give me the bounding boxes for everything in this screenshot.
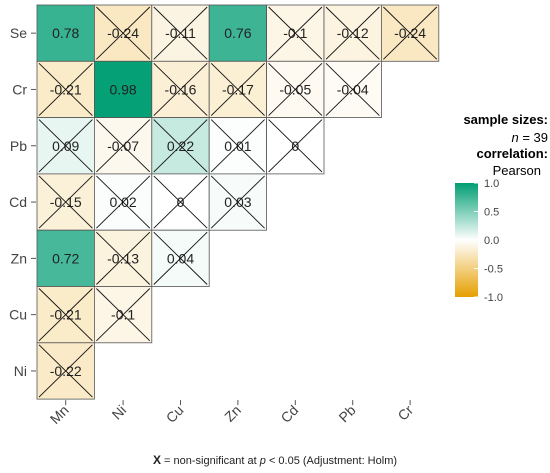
heatmap-cell: 0.02 <box>94 173 153 231</box>
y-tick-label: Pb <box>10 138 27 154</box>
heatmap-cell: -0.16 <box>151 60 210 118</box>
heatmap-cell: -0.04 <box>323 60 382 118</box>
heatmap-cell: -0.1 <box>266 4 325 62</box>
nonsig-cross-line <box>268 62 323 116</box>
heatmap-cell: -0.22 <box>36 342 95 400</box>
nonsig-cross-line <box>38 119 93 173</box>
legend-tick-label: -1.0 <box>484 292 503 304</box>
heatmap-cell: -0.1 <box>94 286 153 344</box>
heatmap-cell: -0.24 <box>380 4 440 62</box>
nonsig-cross-line <box>210 62 265 116</box>
heatmap-cell: -0.13 <box>94 229 153 287</box>
caption-text-a: = non-significant at <box>164 455 260 467</box>
nonsig-cross-line <box>38 62 93 116</box>
heatmap-cell: -0.07 <box>94 117 153 175</box>
heatmap-cell: 0.03 <box>208 173 267 231</box>
cell-value: 0.72 <box>52 250 79 266</box>
nonsig-cross-line <box>153 6 208 60</box>
x-tick-label: Pb <box>335 402 359 426</box>
nonsig-cross-line <box>325 62 380 116</box>
legend: sample sizes: n = 39 correlation: Pearso… <box>455 112 548 304</box>
nonsig-cross-line <box>268 6 323 60</box>
heatmap-cell: -0.11 <box>151 4 210 62</box>
heatmap-cells: 0.78-0.24-0.110.76-0.1-0.12-0.24-0.210.9… <box>36 4 440 400</box>
heatmap-cell: 0.09 <box>36 117 95 175</box>
heatmap-cell: 0 <box>266 117 325 175</box>
x-tick-label: Cd <box>277 402 301 426</box>
heatmap-cell: -0.17 <box>208 60 267 118</box>
y-axis: Se Cr Pb Cd Zn Cu Ni <box>9 25 36 379</box>
legend-color-bar <box>455 183 478 297</box>
nonsig-cross-line <box>153 175 208 229</box>
legend-sample-size: n = 39 <box>511 130 548 145</box>
nonsig-cross-line <box>383 6 438 60</box>
heatmap-cell: -0.05 <box>266 60 325 118</box>
nonsig-cross-line <box>210 119 265 173</box>
nonsig-cross-line <box>96 119 151 173</box>
legend-ticks: 1.0 0.5 0.0 -0.5 -1.0 <box>474 178 503 304</box>
legend-method: Pearson <box>493 163 541 178</box>
y-tick-label: Cu <box>9 307 27 323</box>
significance-caption: X = non-significant at p < 0.05 (Adjustm… <box>153 453 397 467</box>
cell-value: 0.76 <box>224 25 251 41</box>
legend-n-value: = 39 <box>522 130 548 145</box>
nonsig-cross-line <box>96 288 151 342</box>
heatmap-cell: 0.78 <box>36 4 95 62</box>
heatmap-cell: -0.12 <box>323 4 382 62</box>
nonsig-cross-line <box>38 288 93 342</box>
x-tick-label: Cu <box>163 402 187 426</box>
y-tick-label: Zn <box>11 250 27 266</box>
x-tick-label: Cr <box>394 402 416 424</box>
nonsig-cross-line <box>325 6 380 60</box>
heatmap-cell: -0.21 <box>36 286 95 344</box>
heatmap-cell: -0.24 <box>94 4 153 62</box>
heatmap-cell: -0.15 <box>36 173 95 231</box>
x-axis: Mn Ni Cu Zn Cd Pb Cr <box>47 400 416 427</box>
x-tick-label: Mn <box>47 402 72 427</box>
legend-correlation-title: correlation: <box>476 146 548 161</box>
heatmap-cell: 0.04 <box>151 229 210 287</box>
cell-rect <box>36 229 95 287</box>
nonsig-cross-line <box>38 175 93 229</box>
nonsig-cross-line <box>153 62 208 116</box>
y-tick-label: Se <box>10 25 27 41</box>
heatmap-cell: 0.76 <box>208 4 267 62</box>
legend-tick-label: 1.0 <box>484 178 499 190</box>
heatmap-cell: 0.01 <box>208 117 267 175</box>
heatmap-cell: 0.22 <box>151 117 210 175</box>
y-tick-label: Cd <box>9 194 27 210</box>
x-tick-label: Ni <box>109 402 130 423</box>
heatmap-cell: 0.98 <box>94 60 153 118</box>
nonsig-cross-line <box>153 231 208 285</box>
caption-x-symbol: X <box>153 453 161 467</box>
cell-value: 0.98 <box>109 81 136 97</box>
nonsig-cross-line <box>38 344 93 398</box>
y-tick-label: Ni <box>14 363 27 379</box>
heatmap-cell: -0.21 <box>36 60 95 118</box>
x-tick-label: Zn <box>221 402 244 425</box>
nonsig-cross-line <box>96 231 151 285</box>
heatmap-cell: 0 <box>151 173 210 231</box>
nonsig-cross-line <box>210 175 265 229</box>
cell-value: 0.78 <box>52 25 79 41</box>
legend-tick-label: 0.5 <box>484 207 499 219</box>
heatmap-cell: 0.72 <box>36 229 95 287</box>
y-tick-label: Cr <box>12 81 27 97</box>
legend-sample-sizes-title: sample sizes: <box>463 112 548 127</box>
legend-tick-label: -0.5 <box>484 264 503 276</box>
caption-p: p <box>259 455 266 467</box>
nonsig-cross-line <box>96 175 151 229</box>
nonsig-cross-line <box>268 119 323 173</box>
cell-rect <box>36 4 95 62</box>
legend-n-symbol: n <box>511 130 518 145</box>
caption-text-b: < 0.05 (Adjustment: Holm) <box>269 455 397 467</box>
nonsig-cross-line <box>96 6 151 60</box>
nonsig-cross-line <box>153 119 208 173</box>
legend-tick-label: 0.0 <box>484 235 499 247</box>
